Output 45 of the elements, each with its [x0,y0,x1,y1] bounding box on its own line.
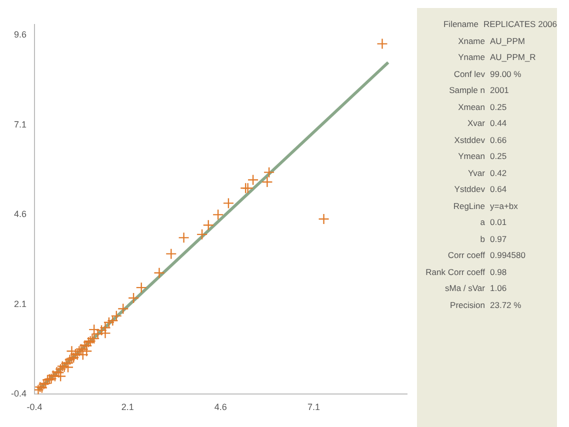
text: 0.64 [490,184,507,194]
text: 0.25 [490,151,507,162]
category-label: Ymean [457,151,486,162]
text: 0.44 [490,118,507,128]
text: AU_PPM [490,36,525,46]
category-label: sMa / sVar [444,283,486,294]
text: 23.72 % [490,300,522,310]
text: 0.42 [490,168,507,178]
y-tick-label: -0.4 [10,388,27,399]
text: 2001 [490,85,509,96]
category-label: Xmean [457,102,486,112]
y-tick-label: 2.1 [14,298,27,309]
x-tick-label: 2.1 [121,402,134,412]
category-label: Precision [449,300,486,310]
text: 0.97 [490,234,507,244]
category-label: Filename [442,19,480,30]
category-label: Corr coeff [446,250,486,260]
y-tick-label: 4.6 [14,209,27,220]
text: REPLICATES 2006 [483,19,557,30]
text: 0.25 [490,102,507,112]
text: y=a+bx [490,200,518,211]
text: 0.994580 [490,250,526,260]
category-label: RegLine [452,200,486,211]
x-tick-label: 7.1 [307,402,320,412]
text: AU_PPM_R [490,52,536,62]
text: 0.66 [490,134,507,145]
text: 0.98 [490,266,507,277]
category-label: Ystddev [453,184,486,194]
text: 1.06 [490,283,507,294]
category-label: Sample n [448,85,486,96]
category-label: Rank Corr coeff [424,266,486,277]
text: 0.01 [490,217,507,228]
y-tick-label: 9.6 [14,30,27,40]
category-label: Yvar [466,168,486,178]
category-label: Xname [457,36,486,46]
x-tick-label: -0.4 [26,402,42,412]
x-tick-label: 4.6 [214,402,227,412]
category-label: Yname [457,52,486,62]
category-label: Xvar [466,118,486,128]
text: 99.00 % [490,68,522,79]
category-label: Xstddev [453,134,486,145]
category-label: b [479,234,486,244]
category-label: Conf lev [452,68,486,79]
y-tick-label: 7.1 [14,119,27,130]
category-label: a [479,217,486,228]
